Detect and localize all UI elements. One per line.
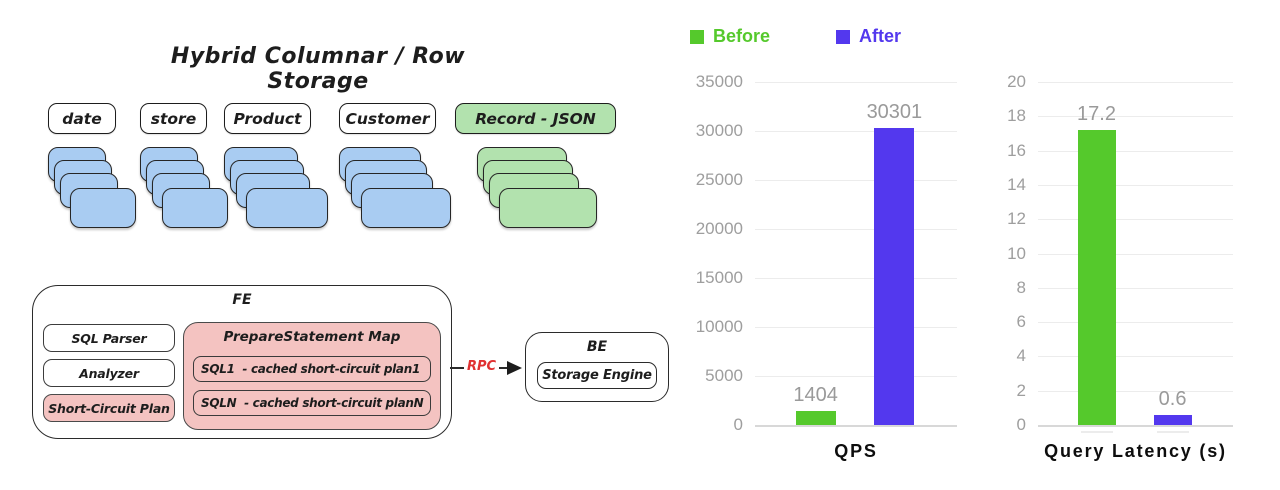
storage-column-date: date xyxy=(48,103,136,231)
gridline xyxy=(1038,425,1233,427)
diagram-title: Hybrid Columnar / Row Storage xyxy=(170,44,466,94)
gridline xyxy=(755,180,957,181)
storage-card xyxy=(162,188,228,228)
storage-engine-box: Storage Engine xyxy=(537,362,657,389)
storage-column-store: store xyxy=(140,103,228,231)
storage-column-customer: Customer xyxy=(339,103,451,231)
column-label: Record - JSON xyxy=(455,103,616,134)
bar-value-label: 30301 xyxy=(866,101,923,124)
column-label: Customer xyxy=(339,103,436,134)
rpc-label: RPC xyxy=(464,359,500,374)
bar-value-label: 0.6 xyxy=(1158,387,1187,410)
map-title: PrepareStatement Map xyxy=(223,329,401,345)
gridline xyxy=(755,131,957,132)
y-tick-label: 10000 xyxy=(695,317,743,336)
fe-title: FE xyxy=(232,292,252,308)
gridline xyxy=(755,82,957,83)
gridline xyxy=(1038,356,1233,358)
gridline xyxy=(755,327,957,328)
y-tick-label: 16 xyxy=(1007,140,1026,160)
column-label: Product xyxy=(224,103,311,134)
legend-item-before: Before xyxy=(690,26,770,47)
gridline xyxy=(755,425,957,427)
y-tick-label: 25000 xyxy=(695,170,743,189)
gridline xyxy=(755,278,957,279)
storage-card xyxy=(70,188,136,228)
y-tick-label: 35000 xyxy=(695,72,743,91)
be-box: BE Storage Engine xyxy=(525,332,669,402)
bar-after xyxy=(874,128,915,425)
y-tick-label: 20 xyxy=(1007,72,1026,91)
fe-box: FE SQL Parser Analyzer Short-Circuit Plan … xyxy=(32,285,452,439)
chart-query-latency: 0 2 4 6 8 10 12 14 16 18 20 17.2 0.6 Query Latency (s… xyxy=(995,58,1280,483)
gridline xyxy=(1038,322,1233,324)
y-tick-label: 0 xyxy=(1016,415,1026,434)
y-tick-label: 0 xyxy=(733,415,743,434)
gridline xyxy=(1038,390,1233,392)
bar-value-label: 17.2 xyxy=(1077,103,1116,126)
bar-before xyxy=(1077,130,1116,425)
card-stack xyxy=(140,147,228,231)
card-stack xyxy=(224,147,328,231)
bar-after xyxy=(1153,414,1192,425)
storage-column-product: Product xyxy=(224,103,328,231)
x-tick-mark xyxy=(1156,431,1189,433)
be-title: BE xyxy=(586,339,608,355)
legend-item-after: After xyxy=(836,26,901,47)
gridline xyxy=(755,376,957,377)
chart-title: Query Latency (s) xyxy=(1044,441,1227,461)
card-stack xyxy=(48,147,136,231)
gridline xyxy=(755,229,957,230)
chart-qps: 0 5000 10000 15000 20000 25000 30000 35000 1404 3… xyxy=(660,58,980,483)
module-short-circuit-plan: Short-Circuit Plan xyxy=(43,394,175,422)
chart-title: QPS xyxy=(834,441,878,461)
bar-before xyxy=(795,411,836,425)
module-analyzer: Analyzer xyxy=(43,359,175,387)
y-tick-label: 5000 xyxy=(705,366,743,385)
y-tick-label: 20000 xyxy=(695,219,743,238)
storage-card xyxy=(361,188,451,228)
map-entries: SQL1 - cached short-circuit plan1 SQLN - … xyxy=(193,356,431,416)
prepare-statement-map: PrepareStatement Map SQL1 - cached short… xyxy=(183,322,441,430)
card-stack xyxy=(476,147,597,231)
storage-card xyxy=(498,188,597,228)
module-sql-parser: SQL Parser xyxy=(43,324,175,352)
gridline xyxy=(1038,253,1233,255)
y-tick-label: 18 xyxy=(1007,106,1026,126)
y-tick-label: 2 xyxy=(1016,380,1026,400)
arrow-right-icon xyxy=(507,361,522,375)
y-tick-label: 12 xyxy=(1007,209,1026,229)
gridline xyxy=(1038,184,1233,186)
bar-value-label: 1404 xyxy=(793,384,838,407)
y-tick-label: 10 xyxy=(1007,243,1026,263)
map-entry-2: SQLN - cached short-circuit planN xyxy=(193,390,431,416)
gridline xyxy=(1038,219,1233,221)
fe-modules: SQL Parser Analyzer Short-Circuit Plan xyxy=(43,324,175,422)
map-entry-1: SQL1 - cached short-circuit plan1 xyxy=(193,356,431,382)
legend-label: Before xyxy=(713,26,771,46)
gridline xyxy=(1038,116,1233,118)
y-tick-label: 8 xyxy=(1016,277,1026,297)
legend-swatch-icon xyxy=(690,29,704,44)
gridline xyxy=(1038,82,1233,83)
storage-card xyxy=(246,188,328,228)
y-tick-label: 30000 xyxy=(695,121,743,140)
legend-label: After xyxy=(859,26,902,46)
y-tick-label: 4 xyxy=(1016,346,1026,366)
y-tick-label: 15000 xyxy=(695,268,743,287)
gridline xyxy=(1038,287,1233,289)
column-label: date xyxy=(48,103,116,134)
storage-column-record-json: Record - JSON xyxy=(455,103,616,231)
y-tick-label: 14 xyxy=(1007,174,1026,194)
x-tick-mark xyxy=(1080,431,1113,433)
card-stack xyxy=(339,147,451,231)
gridline xyxy=(1038,150,1233,152)
legend-swatch-icon xyxy=(836,29,850,44)
column-label: store xyxy=(140,103,207,134)
y-tick-label: 6 xyxy=(1016,312,1026,332)
